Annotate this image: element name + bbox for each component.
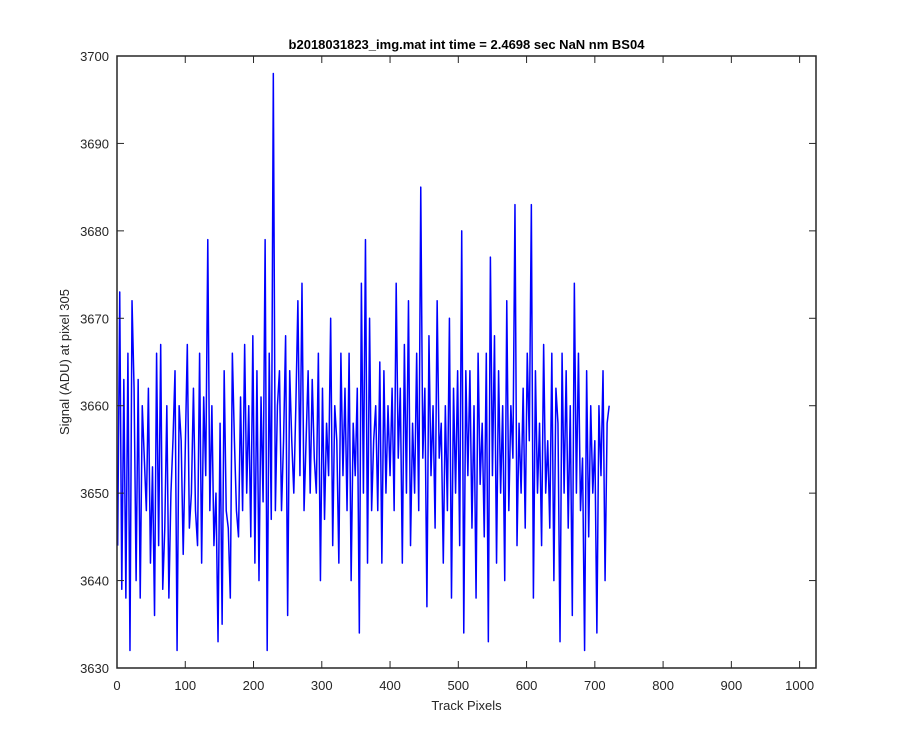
x-tick-label: 1000 xyxy=(785,678,814,693)
y-tick-label: 3630 xyxy=(80,661,109,676)
x-tick-label: 500 xyxy=(447,678,469,693)
series-layer xyxy=(116,72,610,652)
x-tick-label: 900 xyxy=(721,678,743,693)
x-tick-label: 200 xyxy=(243,678,265,693)
x-axis-label: Track Pixels xyxy=(431,698,502,713)
x-axis-ticks: 0 100 200 300 400 500 600 700 800 900 1000 xyxy=(113,56,814,693)
plot-area xyxy=(117,56,816,668)
chart-title: b2018031823_img.mat int time = 2.4698 se… xyxy=(289,37,646,52)
y-tick-label: 3650 xyxy=(80,486,109,501)
x-tick-label: 0 xyxy=(113,678,120,693)
series-line-0 xyxy=(116,72,610,652)
x-tick-label: 300 xyxy=(311,678,333,693)
y-axis-label: Signal (ADU) at pixel 305 xyxy=(57,289,72,435)
y-tick-label: 3640 xyxy=(80,574,109,589)
y-tick-label: 3700 xyxy=(80,49,109,64)
axes-box xyxy=(116,55,817,669)
x-tick-label: 700 xyxy=(584,678,606,693)
y-tick-label: 3690 xyxy=(80,136,109,151)
x-tick-label: 800 xyxy=(652,678,674,693)
y-tick-label: 3660 xyxy=(80,399,109,414)
x-tick-label: 600 xyxy=(516,678,538,693)
y-axis-ticks: 3630 3640 3650 3660 3670 3680 3690 3700 xyxy=(80,49,816,676)
x-tick-label: 400 xyxy=(379,678,401,693)
x-tick-label: 100 xyxy=(174,678,196,693)
y-tick-label: 3680 xyxy=(80,224,109,239)
y-tick-label: 3670 xyxy=(80,311,109,326)
